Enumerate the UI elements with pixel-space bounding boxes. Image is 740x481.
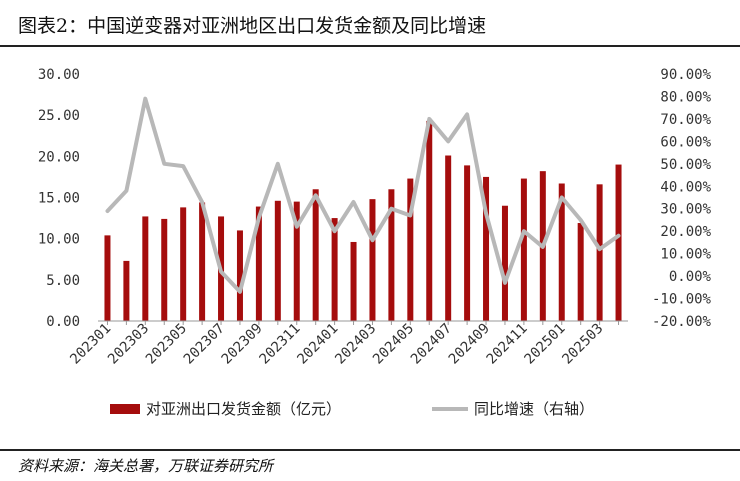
right-tick-label: -20.00% xyxy=(652,314,712,330)
left-tick-label: 10.00 xyxy=(38,232,80,248)
bar xyxy=(615,164,622,321)
left-tick-label: 30.00 xyxy=(38,67,80,83)
bar xyxy=(483,176,490,321)
left-tick-label: 25.00 xyxy=(38,108,80,124)
right-tick-label: 90.00% xyxy=(660,67,711,83)
bar-series xyxy=(104,120,622,322)
bar xyxy=(236,230,243,321)
bar xyxy=(274,200,281,321)
bar xyxy=(142,216,149,321)
right-tick-label: 20.00% xyxy=(660,224,711,240)
right-tick-label: -10.00% xyxy=(652,292,712,308)
bar xyxy=(407,178,414,321)
bar xyxy=(123,260,130,321)
x-tick-label: 202409 xyxy=(446,321,493,368)
bar xyxy=(369,199,376,321)
x-tick-label: 202403 xyxy=(332,321,379,368)
bar xyxy=(464,165,471,321)
bar xyxy=(293,201,300,321)
bar xyxy=(350,241,357,321)
x-tick-label: 202303 xyxy=(105,321,152,368)
chart: 0.00 5.00 10.00 15.00 20.00 25.00 30.00 -20.00… xyxy=(38,67,712,418)
bar xyxy=(558,183,565,321)
bar xyxy=(199,202,206,321)
right-tick-label: 50.00% xyxy=(660,157,711,173)
x-tick-label: 202401 xyxy=(294,321,341,368)
growth-line xyxy=(105,96,621,294)
left-tick-label: 20.00 xyxy=(38,149,80,165)
left-axis-ticks: 0.00 5.00 10.00 15.00 20.00 25.00 30.00 xyxy=(38,67,80,330)
x-tick-label: 202307 xyxy=(181,321,228,368)
legend-bar-swatch xyxy=(110,404,140,414)
bar xyxy=(104,235,111,321)
right-tick-label: 40.00% xyxy=(660,179,711,195)
x-tick-label: 202501 xyxy=(522,321,569,368)
bar xyxy=(577,223,584,321)
x-tick-label: 202405 xyxy=(370,321,417,368)
x-tick-label: 202503 xyxy=(559,321,606,368)
legend: 对亚洲出口发货金额（亿元） 同比增速（右轴） xyxy=(110,400,594,418)
x-tick-label: 202311 xyxy=(257,321,304,368)
x-axis: 2023012023032023052023072023092023112024… xyxy=(67,320,628,368)
bar xyxy=(180,207,187,321)
bar xyxy=(520,178,527,321)
right-axis-ticks: -20.00% -10.00% 0.00% 10.00% 20.00% 30.00% 40.… xyxy=(652,67,712,330)
x-tick-label: 202305 xyxy=(143,321,190,368)
x-tick-label: 202411 xyxy=(484,321,531,368)
right-tick-label: 80.00% xyxy=(660,89,711,105)
bar xyxy=(312,189,319,321)
legend-bar-label: 对亚洲出口发货金额（亿元） xyxy=(146,400,341,418)
legend-line-label: 同比增速（右轴） xyxy=(474,400,594,418)
footer-rule xyxy=(0,449,740,451)
bar xyxy=(501,205,508,321)
bar xyxy=(445,155,452,321)
right-tick-label: 30.00% xyxy=(660,202,711,218)
bar xyxy=(255,206,262,321)
right-tick-label: 10.00% xyxy=(660,247,711,263)
right-tick-label: 60.00% xyxy=(660,134,711,150)
bar xyxy=(426,120,433,322)
x-tick-label: 202407 xyxy=(408,321,455,368)
right-tick-label: 0.00% xyxy=(669,269,712,285)
right-tick-label: 70.00% xyxy=(660,112,711,128)
left-tick-label: 5.00 xyxy=(46,273,80,289)
bar xyxy=(388,189,395,321)
bar xyxy=(331,218,338,321)
left-tick-label: 0.00 xyxy=(46,314,80,330)
bar xyxy=(596,184,603,321)
chart-title: 图表2：中国逆变器对亚洲地区出口发货金额及同比增速 xyxy=(18,15,487,37)
left-tick-label: 15.00 xyxy=(38,191,80,207)
line-series xyxy=(105,96,621,294)
source-note: 资料来源：海关总署，万联证券研究所 xyxy=(18,457,274,475)
title-rule xyxy=(0,45,740,47)
x-tick-label: 202309 xyxy=(219,321,266,368)
title-bar: 图表2：中国逆变器对亚洲地区出口发货金额及同比增速 xyxy=(0,0,740,46)
bar xyxy=(161,218,168,321)
